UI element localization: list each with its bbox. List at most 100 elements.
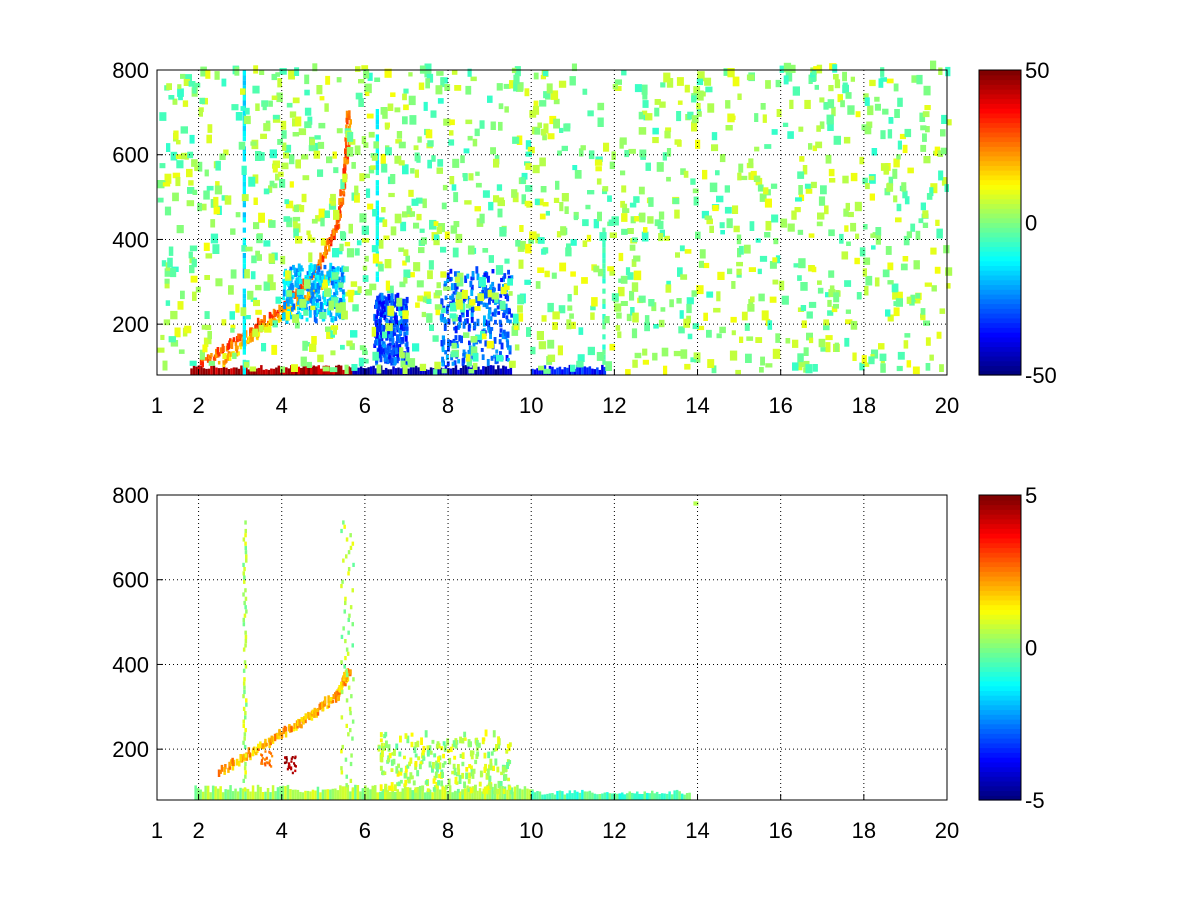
- heatmap-cell-2627: [704, 215, 712, 220]
- heatmap-cell-2349: [304, 74, 310, 85]
- heatmap-cell-756: [383, 734, 387, 739]
- heatmap-cell-1211: [476, 318, 480, 327]
- heatmap-cell-780: [432, 762, 435, 769]
- heatmap-cell-1717: [174, 327, 181, 338]
- heatmap-cell-1746: [757, 268, 762, 275]
- heatmap-cell-1157: [439, 313, 443, 321]
- heatmap-cell-946: [393, 332, 397, 336]
- heatmap-cell-2156: [307, 116, 313, 125]
- heatmap-cell-1567: [618, 278, 624, 283]
- heatmap-cell-1114: [475, 266, 479, 274]
- heatmap-cell-1087: [452, 291, 456, 295]
- heatmap-cell-1814: [435, 307, 441, 316]
- heatmap-cell-76: [384, 786, 387, 800]
- bottom-colorbar-segment-53: [979, 542, 1021, 549]
- heatmap-cell-206: [227, 767, 230, 773]
- heatmap-cell-1009: [391, 319, 395, 325]
- heatmap-cell-153: [573, 790, 577, 800]
- heatmap-cell-744: [486, 768, 490, 776]
- heatmap-cell-697: [398, 751, 402, 757]
- heatmap-cell-2200: [920, 313, 925, 319]
- heatmap-cell-2467: [467, 245, 475, 255]
- heatmap-cell-115: [474, 365, 478, 375]
- heatmap-cell-337: [340, 681, 343, 686]
- heatmap-cell-1112: [456, 344, 460, 349]
- heatmap-cell-156: [596, 367, 599, 375]
- heatmap-cell-1553: [679, 245, 685, 252]
- heatmap-cell-1360: [242, 319, 246, 325]
- heatmap-cell-83: [394, 368, 398, 375]
- heatmap-cell-1130: [496, 305, 500, 310]
- heatmap-cell-461: [282, 307, 285, 315]
- heatmap-cell-1300: [602, 359, 606, 365]
- heatmap-cell-826: [384, 309, 388, 316]
- heatmap-cell-2291: [285, 270, 290, 279]
- heatmap-cell-250: [271, 736, 275, 744]
- heatmap-cell-1625: [542, 202, 549, 207]
- heatmap-cell-2109: [410, 168, 415, 174]
- heatmap-cell-58: [339, 785, 342, 800]
- heatmap-cell-206: [244, 330, 248, 338]
- heatmap-cell-98: [438, 789, 442, 800]
- heatmap-cell-1772: [825, 335, 833, 341]
- heatmap-cell-860: [381, 313, 385, 318]
- heatmap-cell-133: [538, 367, 542, 375]
- heatmap-cell-1088: [489, 284, 493, 290]
- heatmap-cell-2273: [317, 141, 325, 149]
- heatmap-cell-89: [409, 365, 413, 375]
- heatmap-cell-1170: [492, 290, 496, 295]
- heatmap-cell-346: [342, 190, 345, 195]
- heatmap-cell-1214: [468, 345, 472, 353]
- heatmap-cell-516: [270, 765, 273, 768]
- heatmap-cell-2099: [594, 159, 603, 166]
- heatmap-cell-799: [405, 341, 409, 350]
- heatmap-cell-19: [237, 368, 241, 375]
- heatmap-cell-205: [223, 767, 226, 772]
- heatmap-cell-904: [405, 305, 408, 311]
- heatmap-cell-2361: [283, 216, 291, 222]
- heatmap-cell-2008: [301, 193, 307, 203]
- heatmap-cell-2595: [618, 252, 624, 262]
- heatmap-cell-2269: [684, 363, 691, 370]
- heatmap-cell-36: [284, 786, 287, 800]
- heatmap-cell-2302: [832, 303, 839, 309]
- heatmap-cell-2772: [541, 315, 547, 322]
- heatmap-cell-2526: [280, 366, 285, 373]
- heatmap-cell-2545: [547, 339, 555, 349]
- bottom-colorbar-segment-44: [979, 585, 1021, 591]
- bottom-colorbar-segment-54: [979, 537, 1021, 544]
- heatmap-cell-80: [387, 369, 390, 375]
- heatmap-cell-367: [343, 163, 346, 168]
- heatmap-cell-2187: [907, 167, 914, 174]
- heatmap-cell-1134: [465, 318, 469, 324]
- heatmap-cell-28: [260, 365, 263, 375]
- heatmap-cell-473: [244, 520, 247, 525]
- top-colorbar-segment-17: [979, 289, 1021, 295]
- heatmap-cell-2715: [737, 172, 742, 181]
- heatmap-cell-159: [588, 790, 592, 800]
- heatmap-cell-2748: [903, 235, 910, 246]
- heatmap-cell-1745: [365, 289, 372, 296]
- heatmap-cell-2392: [186, 200, 195, 207]
- heatmap-cell-2709: [869, 193, 875, 201]
- heatmap-cell-367: [344, 757, 348, 762]
- heatmap-cell-2632: [827, 99, 835, 109]
- heatmap-cell-2394: [159, 163, 166, 169]
- heatmap-cell-1124: [510, 275, 514, 280]
- heatmap-cell-236: [278, 304, 281, 312]
- heatmap-cell-996: [378, 320, 382, 327]
- heatmap-cell-434: [244, 711, 247, 716]
- heatmap-cell-991: [377, 301, 381, 308]
- top-colorbar-tick-label-2: -50: [1025, 363, 1057, 388]
- heatmap-cell-392: [348, 123, 352, 128]
- heatmap-cell-2036: [595, 156, 603, 162]
- heatmap-cell-768: [379, 732, 383, 738]
- heatmap-cell-2430: [648, 197, 654, 207]
- heatmap-cell-1215: [488, 298, 491, 305]
- heatmap-cell-496: [288, 766, 291, 769]
- heatmap-cell-150: [566, 793, 569, 800]
- heatmap-cell-2384: [775, 333, 781, 343]
- heatmap-cell-75: [381, 789, 384, 800]
- bottom-x-tick-label-4: 8: [442, 818, 454, 843]
- bottom-colorbar-segment-45: [979, 580, 1021, 587]
